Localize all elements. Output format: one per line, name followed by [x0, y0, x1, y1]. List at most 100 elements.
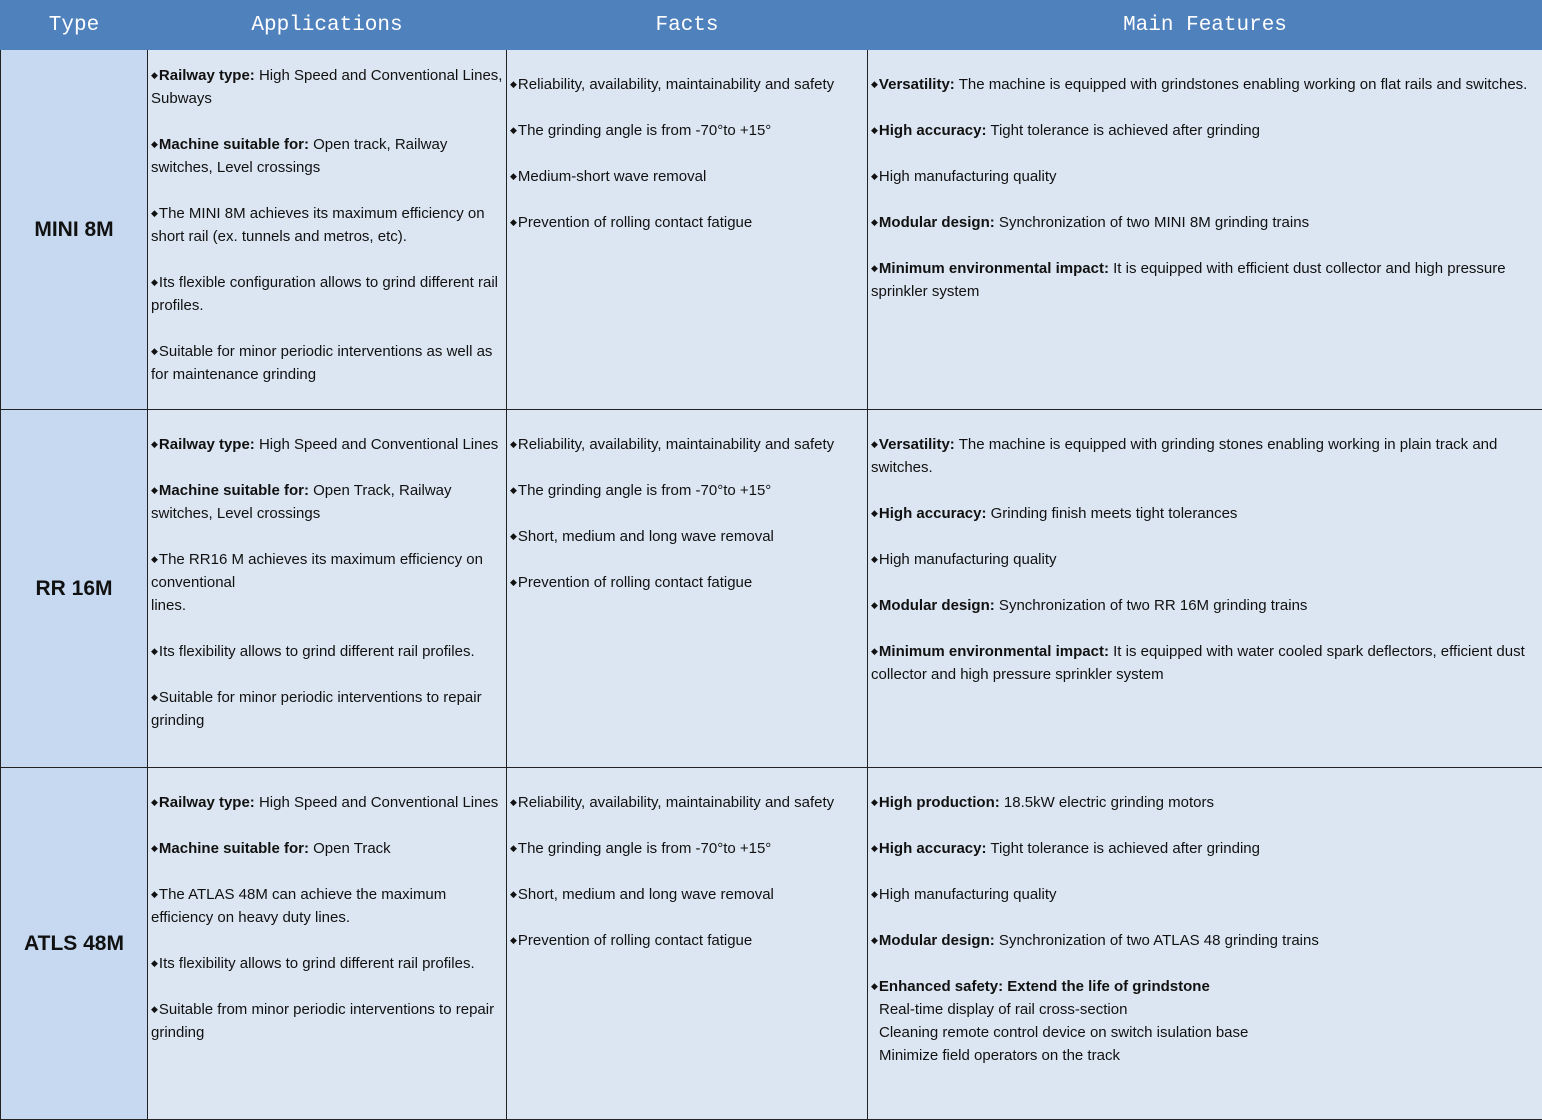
item-text: Reliability, availability, maintainabili… [518, 794, 834, 811]
list-item: ◆Minimum environmental impact: It is equ… [871, 640, 1539, 686]
bullet-icon: ◆ [871, 600, 878, 610]
header-row: Type Applications Facts Main Features [1, 1, 1542, 50]
list-item: ◆Short, medium and long wave removal [510, 883, 864, 906]
list-item: ◆Its flexibility allows to grind differe… [151, 952, 503, 975]
bullet-icon: ◆ [510, 843, 517, 853]
item-label: Modular design: [879, 932, 995, 949]
bullet-icon: ◆ [510, 485, 517, 495]
item-text: The grinding angle is from -70°to +15° [518, 122, 771, 139]
list-item: ◆Versatility: The machine is equipped wi… [871, 433, 1539, 479]
list-item: ◆Machine suitable for: Open Track [151, 837, 503, 860]
bullet-icon: ◆ [151, 889, 158, 899]
item-text: Synchronization of two ATLAS 48 grinding… [995, 932, 1319, 949]
bullet-icon: ◆ [871, 981, 878, 991]
list-item: ◆Suitable for minor periodic interventio… [151, 340, 503, 386]
list-item: ◆High accuracy: Grinding finish meets ti… [871, 502, 1539, 525]
item-text: The MINI 8M achieves its maximum efficie… [151, 205, 485, 245]
item-text: Short, medium and long wave removal [518, 886, 774, 903]
applications-cell: ◆Railway type: High Speed and Convention… [148, 768, 507, 1120]
facts-cell: ◆Reliability, availability, maintainabil… [507, 50, 868, 410]
item-label: Versatility: [879, 76, 955, 93]
list-item: ◆Modular design: Synchronization of two … [871, 594, 1539, 617]
item-text: High manufacturing quality [879, 886, 1057, 903]
bullet-icon: ◆ [510, 439, 517, 449]
item-text: Tight tolerance is achieved after grindi… [986, 840, 1260, 857]
list-item: ◆Suitable for minor periodic interventio… [151, 686, 503, 732]
list-item: ◆Versatility: The machine is equipped wi… [871, 73, 1539, 96]
item-text: Suitable for minor periodic intervention… [151, 343, 492, 383]
bullet-icon: ◆ [151, 208, 158, 218]
item-text: Medium-short wave removal [518, 168, 706, 185]
item-text: Suitable from minor periodic interventio… [151, 1001, 494, 1041]
bullet-icon: ◆ [871, 935, 878, 945]
item-text: Grinding finish meets tight tolerances [986, 505, 1237, 522]
item-text: Prevention of rolling contact fatigue [518, 574, 752, 591]
list-item: ◆The ATLAS 48M can achieve the maximum e… [151, 883, 503, 929]
bullet-icon: ◆ [151, 277, 158, 287]
item-label: High production: [879, 794, 1000, 811]
bullet-icon: ◆ [871, 843, 878, 853]
item-text: Its flexibility allows to grind differen… [159, 643, 475, 660]
machine-type: ATLS 48M [1, 768, 148, 1120]
header-type: Type [1, 1, 148, 50]
bullet-icon: ◆ [151, 958, 158, 968]
item-text: The grinding angle is from -70°to +15° [518, 482, 771, 499]
bullet-icon: ◆ [510, 171, 517, 181]
bullet-icon: ◆ [871, 125, 878, 135]
bullet-icon: ◆ [151, 139, 158, 149]
item-label: High accuracy: [879, 122, 987, 139]
item-text: Reliability, availability, maintainabili… [518, 436, 834, 453]
facts-cell: ◆Reliability, availability, maintainabil… [507, 410, 868, 768]
applications-cell: ◆Railway type: High Speed and Convention… [148, 410, 507, 768]
list-item: ◆Reliability, availability, maintainabil… [510, 791, 864, 814]
features-cell: ◆Versatility: The machine is equipped wi… [868, 50, 1542, 410]
bullet-icon: ◆ [151, 346, 158, 356]
bullet-icon: ◆ [871, 79, 878, 89]
bullet-icon: ◆ [510, 531, 517, 541]
bullet-icon: ◆ [151, 70, 158, 80]
list-item: ◆Reliability, availability, maintainabil… [510, 73, 864, 96]
bullet-icon: ◆ [151, 692, 158, 702]
item-label: Machine suitable for: [159, 840, 309, 857]
list-item: ◆Railway type: High Speed and Convention… [151, 433, 503, 456]
item-label: High accuracy: [879, 505, 987, 522]
item-text: Synchronization of two RR 16M grinding t… [995, 597, 1308, 614]
list-item: ◆High manufacturing quality [871, 165, 1539, 188]
bullet-icon: ◆ [510, 79, 517, 89]
header-applications: Applications [148, 1, 507, 50]
item-text: Tight tolerance is achieved after grindi… [986, 122, 1260, 139]
bullet-icon: ◆ [510, 889, 517, 899]
bullet-icon: ◆ [871, 439, 878, 449]
header-features: Main Features [868, 1, 1542, 50]
item-text: The ATLAS 48M can achieve the maximum ef… [151, 886, 446, 926]
item-text: Its flexible configuration allows to gri… [151, 274, 498, 314]
list-item: ◆The grinding angle is from -70°to +15° [510, 119, 864, 142]
bullet-icon: ◆ [871, 797, 878, 807]
features-cell: ◆High production: 18.5kW electric grindi… [868, 768, 1542, 1120]
item-text: Suitable for minor periodic intervention… [151, 689, 482, 729]
item-text: High manufacturing quality [879, 551, 1057, 568]
item-text: Reliability, availability, maintainabili… [518, 76, 834, 93]
list-item: ◆Medium-short wave removal [510, 165, 864, 188]
list-item: ◆Machine suitable for: Open track, Railw… [151, 133, 503, 179]
applications-cell: ◆Railway type: High Speed and Convention… [148, 50, 507, 410]
bullet-icon: ◆ [871, 263, 878, 273]
list-item: ◆Its flexible configuration allows to gr… [151, 271, 503, 317]
list-item: ◆Suitable from minor periodic interventi… [151, 998, 503, 1044]
bullet-icon: ◆ [871, 508, 878, 518]
list-item: ◆Prevention of rolling contact fatigue [510, 211, 864, 234]
list-item: ◆High production: 18.5kW electric grindi… [871, 791, 1539, 814]
bullet-icon: ◆ [871, 646, 878, 656]
table-row: RR 16M◆Railway type: High Speed and Conv… [1, 410, 1542, 768]
item-text: The RR16 M achieves its maximum efficien… [151, 551, 483, 614]
machine-type: MINI 8M [1, 50, 148, 410]
sub-item: Cleaning remote control device on switch… [871, 1021, 1539, 1044]
bullet-icon: ◆ [510, 797, 517, 807]
list-item: ◆High manufacturing quality [871, 883, 1539, 906]
bullet-icon: ◆ [871, 889, 878, 899]
bullet-icon: ◆ [151, 439, 158, 449]
list-item: ◆The MINI 8M achieves its maximum effici… [151, 202, 503, 248]
item-label: Minimum environmental impact: [879, 260, 1109, 277]
item-label: Versatility: [879, 436, 955, 453]
machine-type: RR 16M [1, 410, 148, 768]
